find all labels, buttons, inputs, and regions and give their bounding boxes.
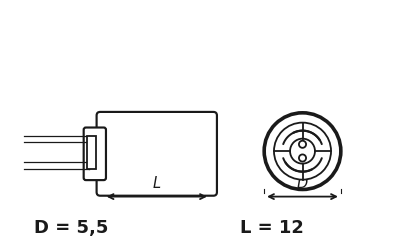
Circle shape <box>299 141 306 148</box>
Circle shape <box>290 139 315 164</box>
FancyBboxPatch shape <box>97 112 217 196</box>
Text: D = 5,5: D = 5,5 <box>34 219 108 236</box>
Text: L = 12: L = 12 <box>240 219 304 236</box>
Circle shape <box>299 154 306 162</box>
Text: L: L <box>153 176 161 191</box>
Circle shape <box>264 113 341 190</box>
Circle shape <box>274 123 331 180</box>
Bar <box>87 135 96 169</box>
Text: D: D <box>297 176 308 191</box>
FancyBboxPatch shape <box>84 127 106 180</box>
